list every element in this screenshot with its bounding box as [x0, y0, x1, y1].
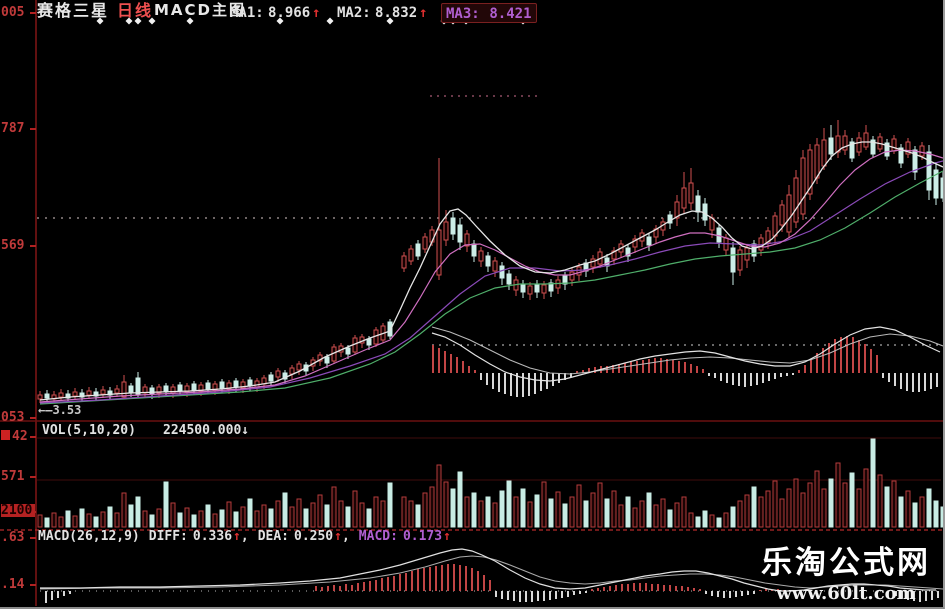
ma2-label: MA2: — [337, 5, 371, 21]
ma1-arrow-icon: ↑ — [312, 5, 321, 21]
watermark-url: www.60lt.com — [776, 583, 916, 604]
ma2-arrow-icon: ↑ — [419, 5, 428, 21]
axis-label-current-price: 42 — [1, 430, 33, 443]
macd-arrow-icon: ↑ — [443, 529, 451, 544]
axis-label-macd-top: .63 — [1, 530, 25, 545]
macd-label: MACD: — [358, 529, 398, 544]
macd-value: 0.173 — [402, 529, 443, 544]
diamond-icon — [125, 17, 133, 25]
axis-label-main-3: 569 — [1, 238, 25, 253]
ma3-value: 8.421 — [489, 6, 532, 22]
dea-arrow-icon: ↑ — [334, 529, 342, 544]
axis-label-macd-bottom: .14 — [1, 577, 25, 592]
macd-overlay — [431, 326, 943, 397]
macd-indicator-label: MACD(26,12,9) — [38, 529, 140, 544]
ma3-group: MA3: 8.421 — [441, 3, 537, 23]
watermark: 乐淘公式网 www.60lt.com — [761, 537, 931, 604]
diamond-icon — [148, 17, 156, 25]
moving-average-lines — [39, 141, 943, 405]
diamond-icon — [134, 17, 142, 25]
diamond-icon — [186, 17, 194, 25]
diamond-icon — [386, 17, 394, 25]
period-tab[interactable]: 日线 — [117, 1, 154, 20]
ma1-label: MA1: — [230, 5, 264, 21]
dea-label: DEA: — [257, 529, 289, 544]
macd-header: MACD(26,12,9) DIFF: 0.336 ↑ , DEA: 0.250… — [38, 530, 451, 543]
axis-label-main-1: 005 — [1, 5, 25, 20]
axis-label-main-2: 787 — [1, 121, 25, 136]
diamond-icon — [96, 17, 104, 25]
diamond-icon — [326, 17, 334, 25]
axis-label-main-4: 053 — [1, 410, 25, 425]
ma2-value: 8.832 — [375, 5, 418, 21]
ma3-label: MA3: — [446, 6, 480, 22]
indicator-name: MACD主图 — [154, 1, 246, 19]
price-annotation: ←—3.53 — [38, 403, 82, 417]
stock-name: 赛格三星 — [37, 1, 110, 20]
sep: , — [240, 529, 249, 544]
diamond-icon — [276, 17, 284, 25]
diff-label: DIFF: — [148, 529, 188, 544]
ma1-value: 8.966 — [268, 5, 311, 21]
macd-pane — [39, 548, 943, 603]
diff-arrow-icon: ↑ — [233, 529, 241, 544]
volume-value: 224500.000↓ — [163, 423, 250, 438]
axis-label-volume: 571 — [1, 469, 25, 484]
sep: , — [341, 529, 350, 544]
dea-value: 0.250 — [294, 529, 334, 544]
volume-bars — [37, 438, 943, 528]
diff-value: 0.336 — [192, 529, 233, 544]
axis-label-volume-current: 2100 — [1, 504, 35, 517]
watermark-title: 乐淘公式网 — [761, 545, 931, 581]
volume-indicator-label: VOL(5,10,20) — [42, 423, 136, 438]
